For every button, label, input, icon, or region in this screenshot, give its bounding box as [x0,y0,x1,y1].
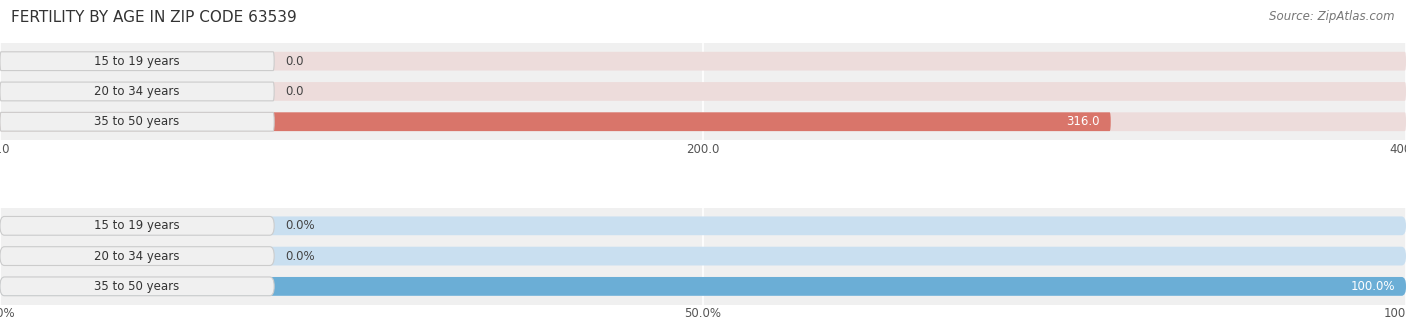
Text: FERTILITY BY AGE IN ZIP CODE 63539: FERTILITY BY AGE IN ZIP CODE 63539 [11,10,297,25]
FancyBboxPatch shape [0,247,274,265]
Text: 0.0: 0.0 [285,85,304,98]
Text: 35 to 50 years: 35 to 50 years [94,280,180,293]
FancyBboxPatch shape [0,216,1406,235]
FancyBboxPatch shape [0,82,274,101]
FancyBboxPatch shape [0,112,1111,131]
FancyBboxPatch shape [0,82,1406,101]
Text: 0.0%: 0.0% [285,219,315,232]
FancyBboxPatch shape [0,52,274,71]
Text: 15 to 19 years: 15 to 19 years [94,55,180,68]
Text: 0.0%: 0.0% [285,250,315,262]
Text: 100.0%: 100.0% [1350,280,1395,293]
FancyBboxPatch shape [0,277,274,296]
FancyBboxPatch shape [0,112,1406,131]
FancyBboxPatch shape [0,52,1406,71]
FancyBboxPatch shape [0,247,1406,265]
Text: 0.0: 0.0 [285,55,304,68]
FancyBboxPatch shape [0,277,1406,296]
FancyBboxPatch shape [0,112,274,131]
Text: 15 to 19 years: 15 to 19 years [94,219,180,232]
Text: 316.0: 316.0 [1066,115,1099,128]
Text: 20 to 34 years: 20 to 34 years [94,85,180,98]
FancyBboxPatch shape [0,277,1406,296]
Text: 20 to 34 years: 20 to 34 years [94,250,180,262]
Text: Source: ZipAtlas.com: Source: ZipAtlas.com [1270,10,1395,23]
FancyBboxPatch shape [0,216,274,235]
Text: 35 to 50 years: 35 to 50 years [94,115,180,128]
